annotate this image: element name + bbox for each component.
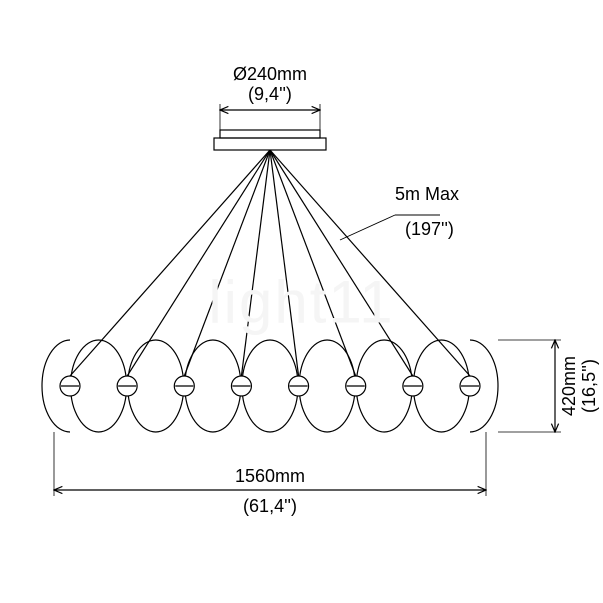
ring-height-imperial: (16,5'') [579,359,599,413]
ring-width-imperial: (61,4'') [243,496,297,516]
ring-width-label: 1560mm [235,466,305,486]
cable-max-label: 5m Max [395,184,459,204]
technical-drawing: Ø240mm(9,4'') 5m Max (197'') 420mm(16,5'') 1… [0,0,603,603]
canopy-diameter-imperial: (9,4'') [248,84,292,104]
canopy-diameter-label: Ø240mm [233,64,307,84]
cable-max-imperial: (197'') [405,219,454,239]
ring-height-label: 420mm [559,356,579,416]
